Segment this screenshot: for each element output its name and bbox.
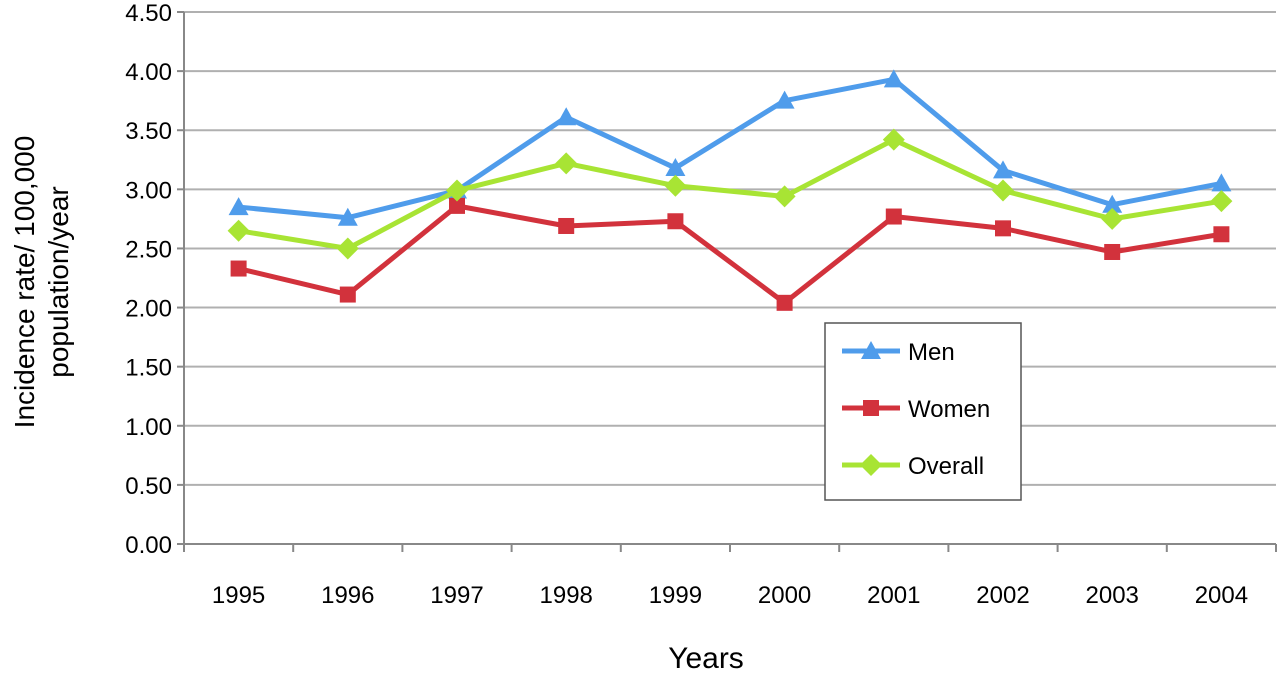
marker-diamond <box>860 454 882 476</box>
x-tick-label: 2004 <box>1195 582 1248 609</box>
marker-square <box>1213 226 1230 243</box>
series-line <box>238 76 1222 221</box>
marker-square <box>230 260 247 277</box>
x-tick-label: 2002 <box>976 582 1029 609</box>
marker-triangle <box>337 207 358 226</box>
marker-diamond <box>336 237 359 260</box>
x-axis-label: Years <box>668 642 744 673</box>
marker-square <box>558 217 575 234</box>
y-tick-label: 3.50 <box>125 118 172 145</box>
x-tick-label: 1998 <box>540 582 593 609</box>
marker-diamond <box>1210 190 1233 213</box>
marker-square <box>449 197 465 214</box>
y-tick-label: 1.50 <box>125 355 172 382</box>
marker-triangle <box>1102 194 1123 213</box>
marker-square <box>667 213 684 230</box>
marker-triangle <box>1211 173 1232 192</box>
x-tick-label: 2003 <box>1086 582 1139 609</box>
y-axis-label-line2: population/year <box>43 186 74 377</box>
marker-square <box>885 208 902 225</box>
legend: Men Women Overall <box>824 322 1022 501</box>
y-tick-label: 3.00 <box>125 177 172 204</box>
axes <box>177 11 1277 552</box>
y-tick-label: 2.50 <box>125 236 172 263</box>
marker-diamond <box>882 128 905 151</box>
y-tick-label: 0.50 <box>125 473 172 500</box>
legend-item-men: Men <box>842 339 955 366</box>
marker-triangle <box>993 160 1013 179</box>
legend-label: Men <box>908 339 955 366</box>
marker-triangle <box>883 69 904 88</box>
marker-square <box>339 286 356 303</box>
marker-diamond <box>446 179 468 202</box>
marker-diamond <box>992 179 1014 202</box>
marker-diamond <box>555 152 578 175</box>
y-tick-label: 4.00 <box>125 59 172 86</box>
series-overall <box>227 128 1233 260</box>
series-line <box>238 137 1222 251</box>
marker-square <box>995 220 1011 237</box>
marker-diamond <box>664 174 687 197</box>
series-women <box>230 197 1230 311</box>
series-lines <box>227 69 1233 311</box>
y-tick-label: 1.00 <box>125 414 172 441</box>
x-tick-label: 2001 <box>867 582 920 609</box>
legend-label: Overall <box>908 453 984 480</box>
series-men <box>228 69 1232 226</box>
marker-square <box>863 400 879 416</box>
x-tick-label: 1995 <box>212 582 265 609</box>
y-axis-label-line1: Incidence rate/ 100,000 <box>9 136 40 429</box>
legend-item-overall: Overall <box>842 453 984 480</box>
y-tick-label: 2.00 <box>125 296 172 323</box>
marker-triangle <box>774 90 795 109</box>
x-tick-label: 1996 <box>321 582 374 609</box>
marker-square <box>776 294 793 311</box>
marker-diamond <box>1101 207 1124 230</box>
y-tick-label: 4.50 <box>125 0 172 27</box>
marker-square <box>1104 243 1121 260</box>
marker-triangle <box>556 107 577 126</box>
y-tick-label: 0.00 <box>125 532 172 559</box>
y-tick-labels: 0.00 0.50 1.00 1.50 2.00 2.50 3.00 3.50 4.00 4.50 <box>125 0 172 559</box>
x-tick-label: 1997 <box>430 582 483 609</box>
series-line <box>238 203 1222 306</box>
marker-triangle <box>228 197 249 216</box>
x-tick-labels: 1995 1996 1997 1998 1999 2000 2001 2002 2003 2004 <box>212 582 1248 609</box>
marker-diamond <box>773 185 796 208</box>
x-tick-label: 1999 <box>649 582 702 609</box>
marker-diamond <box>227 219 250 242</box>
x-tick-label: 2000 <box>758 582 811 609</box>
marker-triangle <box>861 341 881 359</box>
marker-triangle <box>665 158 686 177</box>
legend-label: Women <box>908 396 990 423</box>
legend-item-women: Women <box>842 396 990 423</box>
